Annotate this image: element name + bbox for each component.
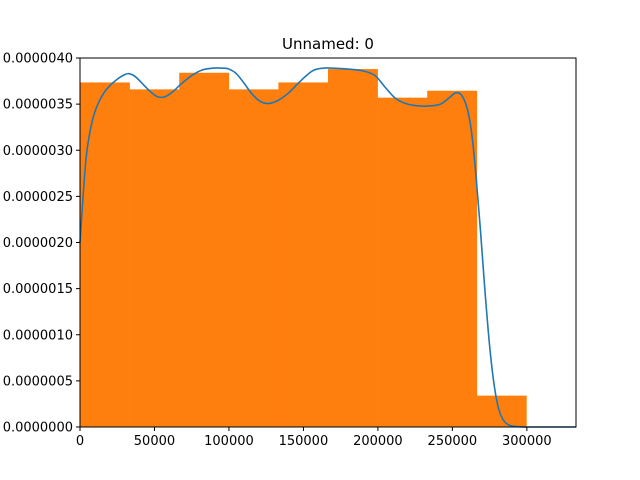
histogram-bar-9 [476,395,527,427]
y-tick-label: 0.0000000 [3,421,73,436]
histogram-bar-8 [427,90,478,427]
y-tick-label: 0.0000030 [3,144,73,159]
histogram-bar-6 [328,69,378,427]
y-tick-label: 0.0000015 [3,282,73,297]
y-axis: 0.0000000 0.0000005 0.0000010 0.0000015 0.00… [3,52,80,436]
x-tick-label: 300000 [502,434,552,449]
histogram-bar-5 [278,82,329,427]
y-tick-label: 0.0000035 [3,98,73,113]
x-tick-label: 50000 [134,434,175,449]
histogram-bar-2 [129,89,180,428]
x-axis: 0 50000 100000 150000 200000 250000 300000 [76,427,552,449]
y-tick-label: 0.0000020 [3,236,73,251]
y-tick-label: 0.0000005 [3,374,73,389]
y-tick-label: 0.0000010 [3,328,73,343]
x-tick-label: 100000 [204,434,254,449]
histogram-bars [80,69,527,428]
histogram-bar-3 [179,72,230,427]
x-tick-label: 200000 [353,434,403,449]
kde-curve [79,67,576,428]
kde-curve-group [79,67,576,428]
chart-title: Unnamed: 0 [282,35,374,53]
histogram-bar-7 [377,97,428,428]
x-tick-label: 250000 [428,434,478,449]
y-tick-label: 0.0000040 [3,52,73,67]
x-tick-label: 0 [76,434,84,449]
x-tick-label: 150000 [279,434,329,449]
histogram-bar-1 [80,82,130,427]
histogram-bar-4 [228,89,279,428]
y-tick-label: 0.0000025 [3,190,73,205]
